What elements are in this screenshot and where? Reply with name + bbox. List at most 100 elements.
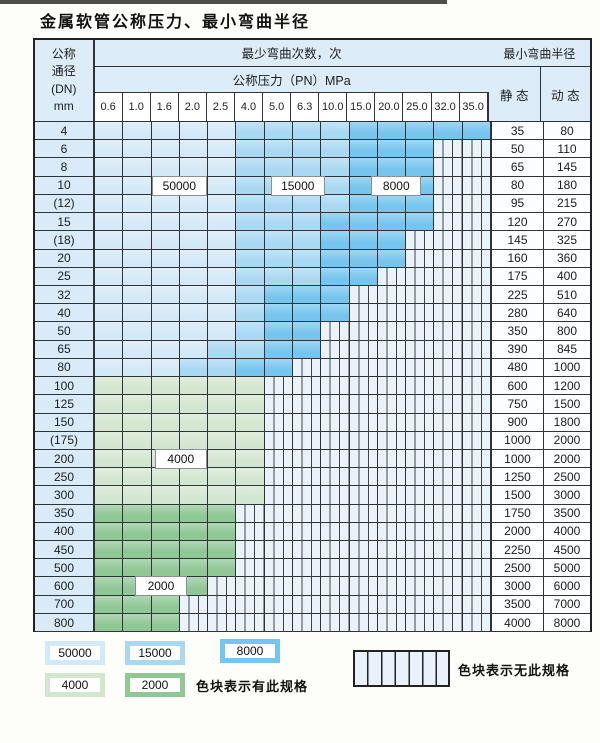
pressure-cell-no-spec xyxy=(434,522,463,541)
pressure-cell-8000 xyxy=(349,158,378,176)
pressure-strip xyxy=(95,249,492,267)
pressure-cell-no-spec xyxy=(292,377,322,395)
pressure-cell-50000 xyxy=(151,249,180,267)
pressure-cell-no-spec xyxy=(406,449,435,468)
pressure-cell-no-spec xyxy=(236,559,265,577)
pressure-cell-no-spec xyxy=(292,595,322,613)
pressure-col-label: 5.0 xyxy=(263,93,292,121)
pressure-cell-no-spec xyxy=(321,340,350,358)
pressure-cell-no-spec xyxy=(434,449,463,468)
pressure-cell-no-spec xyxy=(264,449,293,468)
pressure-cell-no-spec xyxy=(434,595,463,613)
pressure-cell-no-spec xyxy=(406,468,435,486)
pressure-col-labels: 0.6 1.0 1.6 2.0 2.5 4.0 5.0 6.3 10.0 15.0 20.0 25.0… xyxy=(94,93,489,121)
table-row: (18) 145 325 xyxy=(35,231,590,250)
pressure-cell-no-spec xyxy=(349,486,378,504)
pressure-cell-8000 xyxy=(349,213,378,231)
pressure-cell-4000 xyxy=(208,395,237,413)
pressure-cell-50000 xyxy=(95,231,124,249)
legend-has-spec-text: 色块表示有此规格 xyxy=(196,679,309,694)
pressure-cell-50000 xyxy=(208,304,237,322)
pressure-cell-no-spec xyxy=(434,377,463,395)
pressure-cell-no-spec xyxy=(377,322,407,340)
pressure-cell-4000 xyxy=(123,377,152,395)
pressure-cell-4000 xyxy=(95,431,124,449)
pressure-cell-4000 xyxy=(179,468,209,486)
pressure-cell-8000 xyxy=(349,140,378,158)
dynamic-cell: 400 xyxy=(544,267,590,285)
pressure-cell-50000 xyxy=(123,304,152,322)
pressure-cell-8000 xyxy=(236,358,265,377)
pressure-cell-50000 xyxy=(123,322,152,340)
dn-cell: 800 xyxy=(35,613,95,632)
dn-header: 公称 通径 (DN) mm xyxy=(35,40,95,121)
pressure-cell-no-spec xyxy=(321,322,350,340)
pressure-cell-4000 xyxy=(151,431,180,449)
pressure-cell-8000 xyxy=(377,140,407,158)
static-cell: 750 xyxy=(492,395,544,413)
pressure-cell-50000 xyxy=(179,140,209,158)
pressure-cell-50000 xyxy=(95,285,124,304)
pressure-cell-4000 xyxy=(151,377,180,395)
pressure-col-label: 6.3 xyxy=(291,93,320,121)
pressure-cell-no-spec xyxy=(292,486,322,504)
pressure-cell-2000 xyxy=(151,559,180,577)
pressure-cell-50000 xyxy=(208,231,237,249)
pressure-cell-15000 xyxy=(264,213,293,231)
pressure-cell-no-spec xyxy=(377,413,407,431)
pressure-cell-no-spec xyxy=(349,504,378,522)
dn-header-line: mm xyxy=(53,98,74,113)
pressure-strip xyxy=(95,358,492,377)
pressure-cell-50000 xyxy=(123,158,152,176)
pressure-cell-50000 xyxy=(208,176,237,194)
pressure-cell-15000 xyxy=(236,267,265,285)
pressure-cell-15000 xyxy=(264,122,293,140)
static-cell: 1000 xyxy=(492,449,544,468)
pressure-cell-50000 xyxy=(123,285,152,304)
dn-cell: 600 xyxy=(35,577,95,595)
pressure-cell-no-spec xyxy=(321,541,350,559)
pressure-col-label: 15.0 xyxy=(347,93,376,121)
static-cell: 145 xyxy=(492,231,544,249)
pressure-cell-50000 xyxy=(179,340,209,358)
static-cell: 65 xyxy=(492,158,544,176)
pressure-cell-50000 xyxy=(123,122,152,140)
static-cell: 225 xyxy=(492,285,544,304)
pressure-cell-8000 xyxy=(321,267,350,285)
pressure-cell-8000 xyxy=(321,249,350,267)
pressure-cell-no-spec xyxy=(349,522,378,541)
pressure-cell-50000 xyxy=(95,158,124,176)
pressure-cell-4000 xyxy=(151,395,180,413)
pressure-cell-8000 xyxy=(349,176,378,194)
dn-cell: 450 xyxy=(35,541,95,559)
pressure-cell-4000 xyxy=(179,395,209,413)
pressure-strip xyxy=(95,340,492,358)
pressure-cell-no-spec xyxy=(321,559,350,577)
dynamic-cell: 4000 xyxy=(544,522,590,541)
static-cell: 160 xyxy=(492,249,544,267)
pressure-cell-no-spec xyxy=(406,340,435,358)
dynamic-cell: 110 xyxy=(544,140,590,158)
table-row: (175) 1000 2000 xyxy=(35,431,590,450)
pressure-cell-no-spec xyxy=(377,559,407,577)
pressure-cell-no-spec xyxy=(434,158,463,176)
pressure-cell-4000 xyxy=(123,413,152,431)
pressure-cell-15000 xyxy=(236,176,265,194)
pressure-cell-no-spec xyxy=(377,522,407,541)
bend-cycles-header: 最少弯曲次数，次 xyxy=(94,40,489,67)
pressure-cell-50000 xyxy=(179,322,209,340)
pressure-cell-15000 xyxy=(292,249,322,267)
pressure-cell-no-spec xyxy=(462,140,492,158)
pressure-strip xyxy=(95,122,492,140)
pressure-cell-2000 xyxy=(151,595,180,613)
pressure-cell-15000 xyxy=(264,158,293,176)
pressure-cell-no-spec xyxy=(406,522,435,541)
pressure-cell-2000 xyxy=(179,504,209,522)
pressure-cell-no-spec xyxy=(292,468,322,486)
pressure-cell-no-spec xyxy=(264,431,293,449)
pressure-cell-8000 xyxy=(406,122,435,140)
pressure-cell-8000 xyxy=(292,285,322,304)
pressure-cell-no-spec xyxy=(406,431,435,449)
pressure-cell-50000 xyxy=(208,267,237,285)
pressure-cell-no-spec xyxy=(377,304,407,322)
